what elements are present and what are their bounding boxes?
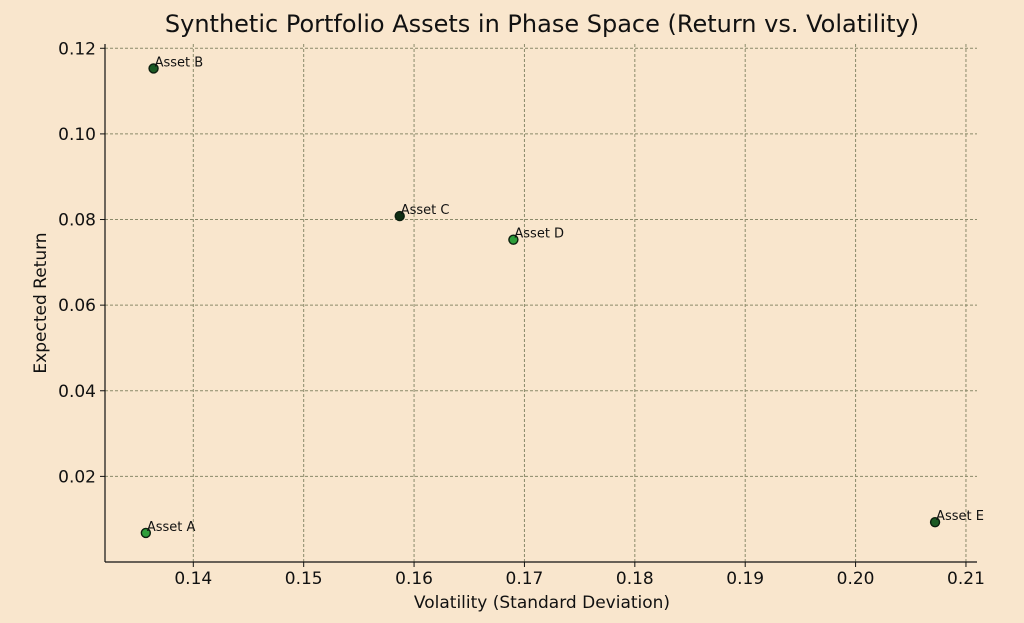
y-tick-label: 0.04 [58,382,96,402]
data-point [140,527,152,539]
x-ticks: 0.14 0.15 0.16 0.17 0.18 0.19 0.20 0.21 [174,562,985,589]
data-point [929,516,941,528]
x-axis-label: Volatility (Standard Deviation) [414,593,670,613]
x-tick-label: 0.17 [506,569,544,589]
x-tick-label: 0.21 [947,569,985,589]
x-tick-label: 0.20 [837,569,875,589]
data-point-label: Asset D [514,227,564,242]
x-tick-label: 0.18 [616,569,654,589]
x-tick-label: 0.15 [285,569,323,589]
y-axis-label: Expected Return [31,232,51,373]
grid [105,44,977,562]
data-points: Asset A Asset B Asset C Asset D Asset E [140,55,984,539]
y-tick-label: 0.08 [58,211,96,231]
data-point-label: Asset B [155,55,204,70]
data-point [508,234,519,245]
y-tick-label: 0.12 [58,39,96,59]
axes [104,44,977,563]
y-tick-label: 0.02 [58,467,96,487]
y-ticks: 0.02 0.04 0.06 0.08 0.10 0.12 [58,39,105,487]
data-point [148,63,159,74]
data-point-label: Asset A [147,520,196,535]
y-tick-label: 0.10 [58,125,96,145]
data-point-label: Asset E [936,509,984,524]
data-point [394,210,405,222]
x-tick-label: 0.14 [174,569,212,589]
x-tick-label: 0.16 [395,569,433,589]
data-point-label: Asset C [401,203,450,218]
y-tick-label: 0.06 [58,296,96,316]
x-tick-label: 0.19 [726,569,764,589]
chart-title: Synthetic Portfolio Assets in Phase Spac… [165,10,919,38]
